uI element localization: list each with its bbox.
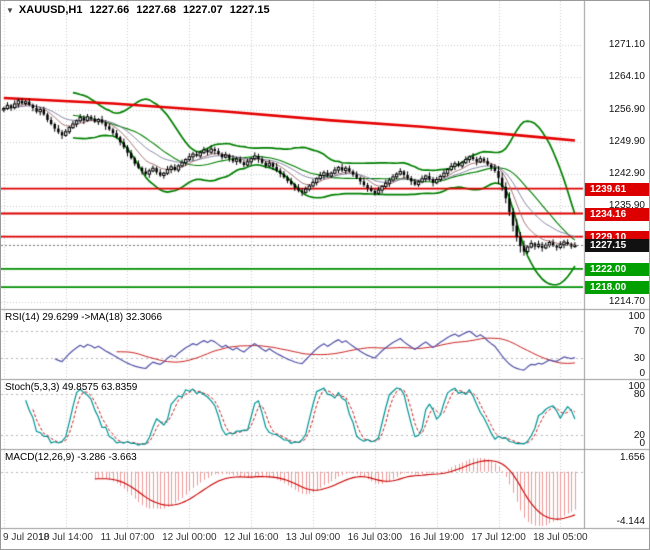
time-axis-label: 11 Jul 07:00 <box>100 532 155 543</box>
price-tag-resistance: 1234.16 <box>585 208 649 221</box>
stoch-axis-label: 80 <box>633 389 645 400</box>
time-axis-label: 18 Jul 05:00 <box>533 532 588 543</box>
time-axis-label: 12 Jul 00:00 <box>162 532 217 543</box>
chart-dropdown-icon[interactable]: ▼ <box>6 6 14 15</box>
price-axis-label: 1271.10 <box>608 39 645 50</box>
bar-open-value: 1227.66 <box>89 4 130 16</box>
bar-high-value: 1227.68 <box>136 4 177 16</box>
price-axis-label: 1264.10 <box>608 71 645 82</box>
time-axis-label: 13 Jul 09:00 <box>285 532 341 543</box>
price-axis-label: 1242.90 <box>608 168 645 179</box>
time-axis-label: 16 Jul 19:00 <box>409 532 464 543</box>
stoch-axis-label: 0 <box>639 438 645 449</box>
time-axis[interactable]: 9 Jul 2018 10 Jul 14:00 11 Jul 07:00 12 Jul… <box>1 528 649 549</box>
time-axis-label: 9 Jul 2018 <box>3 532 50 543</box>
time-axis-label: 17 Jul 12:00 <box>471 532 526 543</box>
chart-symbol-label: XAUUSD,H1 <box>18 4 83 16</box>
price-axis-label: 1235.90 <box>608 200 645 211</box>
price-axis[interactable]: 1271.10 1264.10 1256.90 1249.90 1242.90 1235.… <box>584 1 649 528</box>
bar-close-value: 1227.15 <box>229 4 270 16</box>
price-axis-label: 1256.90 <box>608 104 645 115</box>
macd-axis-label: 1.656 <box>619 452 645 463</box>
chart-header: ▼ XAUUSD,H1 1227.66 1227.68 1227.07 1227… <box>6 4 270 16</box>
time-axis-label: 16 Jul 03:00 <box>347 532 403 543</box>
rsi-indicator-label: RSI(14) 29.6299 ->MA(18) 32.3066 <box>5 312 163 323</box>
stoch-axis-label: 20 <box>633 430 645 441</box>
stoch-axis-label: 100 <box>628 381 645 392</box>
price-axis-label: 1214.70 <box>608 296 645 307</box>
bar-low-value: 1227.07 <box>183 4 223 16</box>
rsi-axis-label: 100 <box>628 311 645 322</box>
price-tag-support: 1222.00 <box>585 263 649 276</box>
price-tag-resistance: 1239.61 <box>585 183 649 196</box>
rsi-axis-label: 30 <box>633 353 645 364</box>
price-axis-label: 1249.90 <box>608 136 645 147</box>
stoch-indicator-label: Stoch(5,3,3) 49.8575 63.8359 <box>5 382 138 393</box>
time-axis-label: 12 Jul 16:00 <box>223 532 279 543</box>
price-tag-support: 1218.00 <box>585 281 649 294</box>
price-tag-current: 1227.15 <box>585 239 649 252</box>
rsi-axis-label: 70 <box>633 326 645 337</box>
macd-indicator-label: MACD(12,26,9) -3.286 -3.663 <box>5 452 137 463</box>
rsi-axis-label: 0 <box>639 368 645 379</box>
macd-axis-label: -4.144 <box>616 516 645 527</box>
time-axis-label: 10 Jul 14:00 <box>38 532 93 543</box>
